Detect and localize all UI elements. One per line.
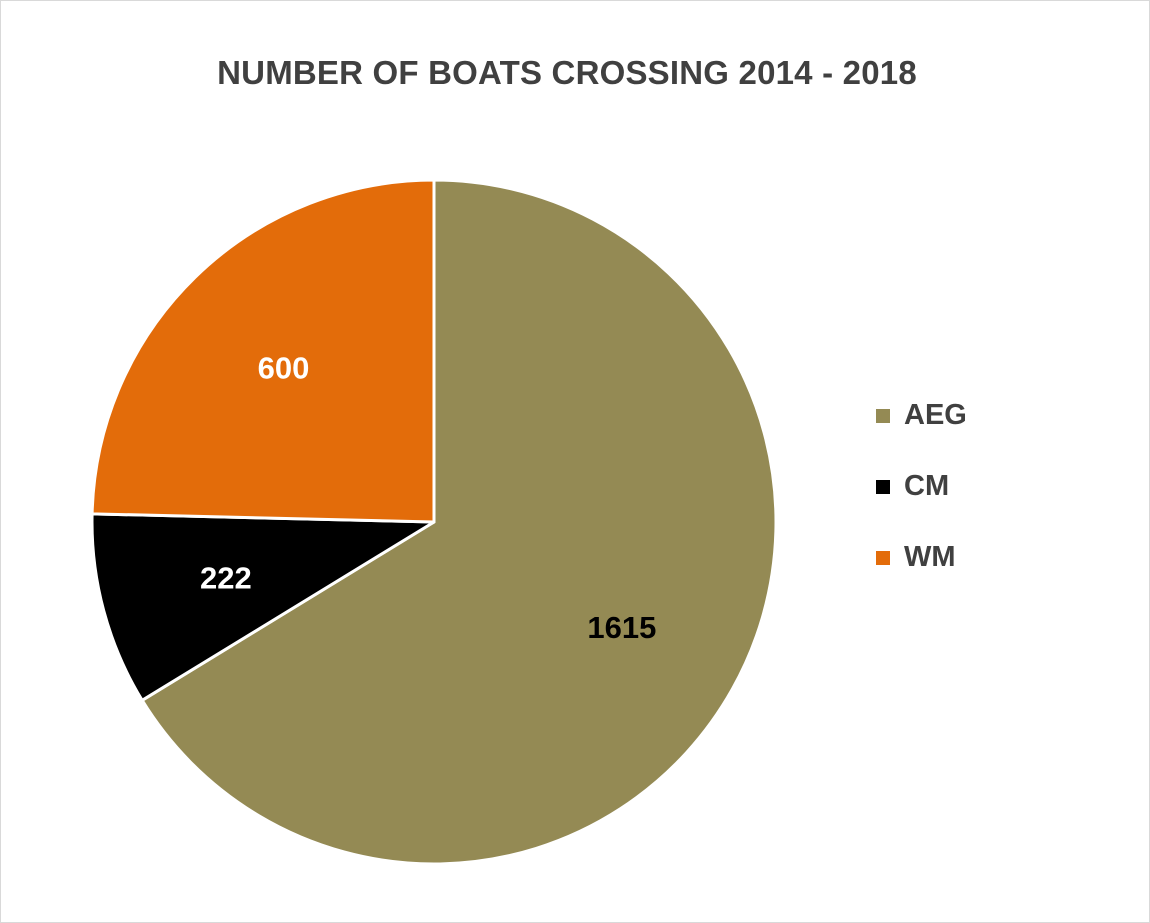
legend-label-wm: WM <box>904 541 956 573</box>
legend: AEG CM WM <box>876 380 967 593</box>
legend-swatch-wm <box>876 550 890 565</box>
data-label-wm: 600 <box>258 350 310 385</box>
legend-item-wm: WM <box>876 522 967 593</box>
legend-swatch-cm <box>876 479 890 494</box>
legend-item-cm: CM <box>876 451 967 522</box>
legend-swatch-aeg <box>876 408 890 423</box>
legend-label-cm: CM <box>904 470 950 502</box>
pie-slice-cm <box>90 512 436 702</box>
data-label-cm: 222 <box>200 560 252 595</box>
legend-label-aeg: AEG <box>904 399 967 431</box>
data-label-aeg: 1615 <box>587 610 656 645</box>
chart-title: NUMBER OF BOATS CROSSING 2014 - 2018 <box>217 54 917 91</box>
pie-slice-aeg <box>140 178 778 866</box>
legend-item-aeg: AEG <box>876 380 967 451</box>
pie-slice-wm <box>90 178 436 524</box>
